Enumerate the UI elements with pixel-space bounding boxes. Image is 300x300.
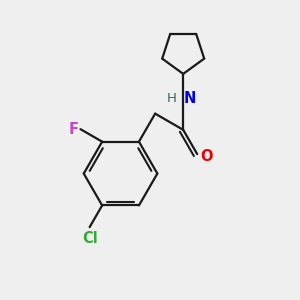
Text: H: H (167, 92, 177, 105)
Text: O: O (201, 149, 213, 164)
Text: Cl: Cl (82, 231, 98, 246)
Text: F: F (68, 122, 78, 137)
Text: N: N (183, 92, 196, 106)
